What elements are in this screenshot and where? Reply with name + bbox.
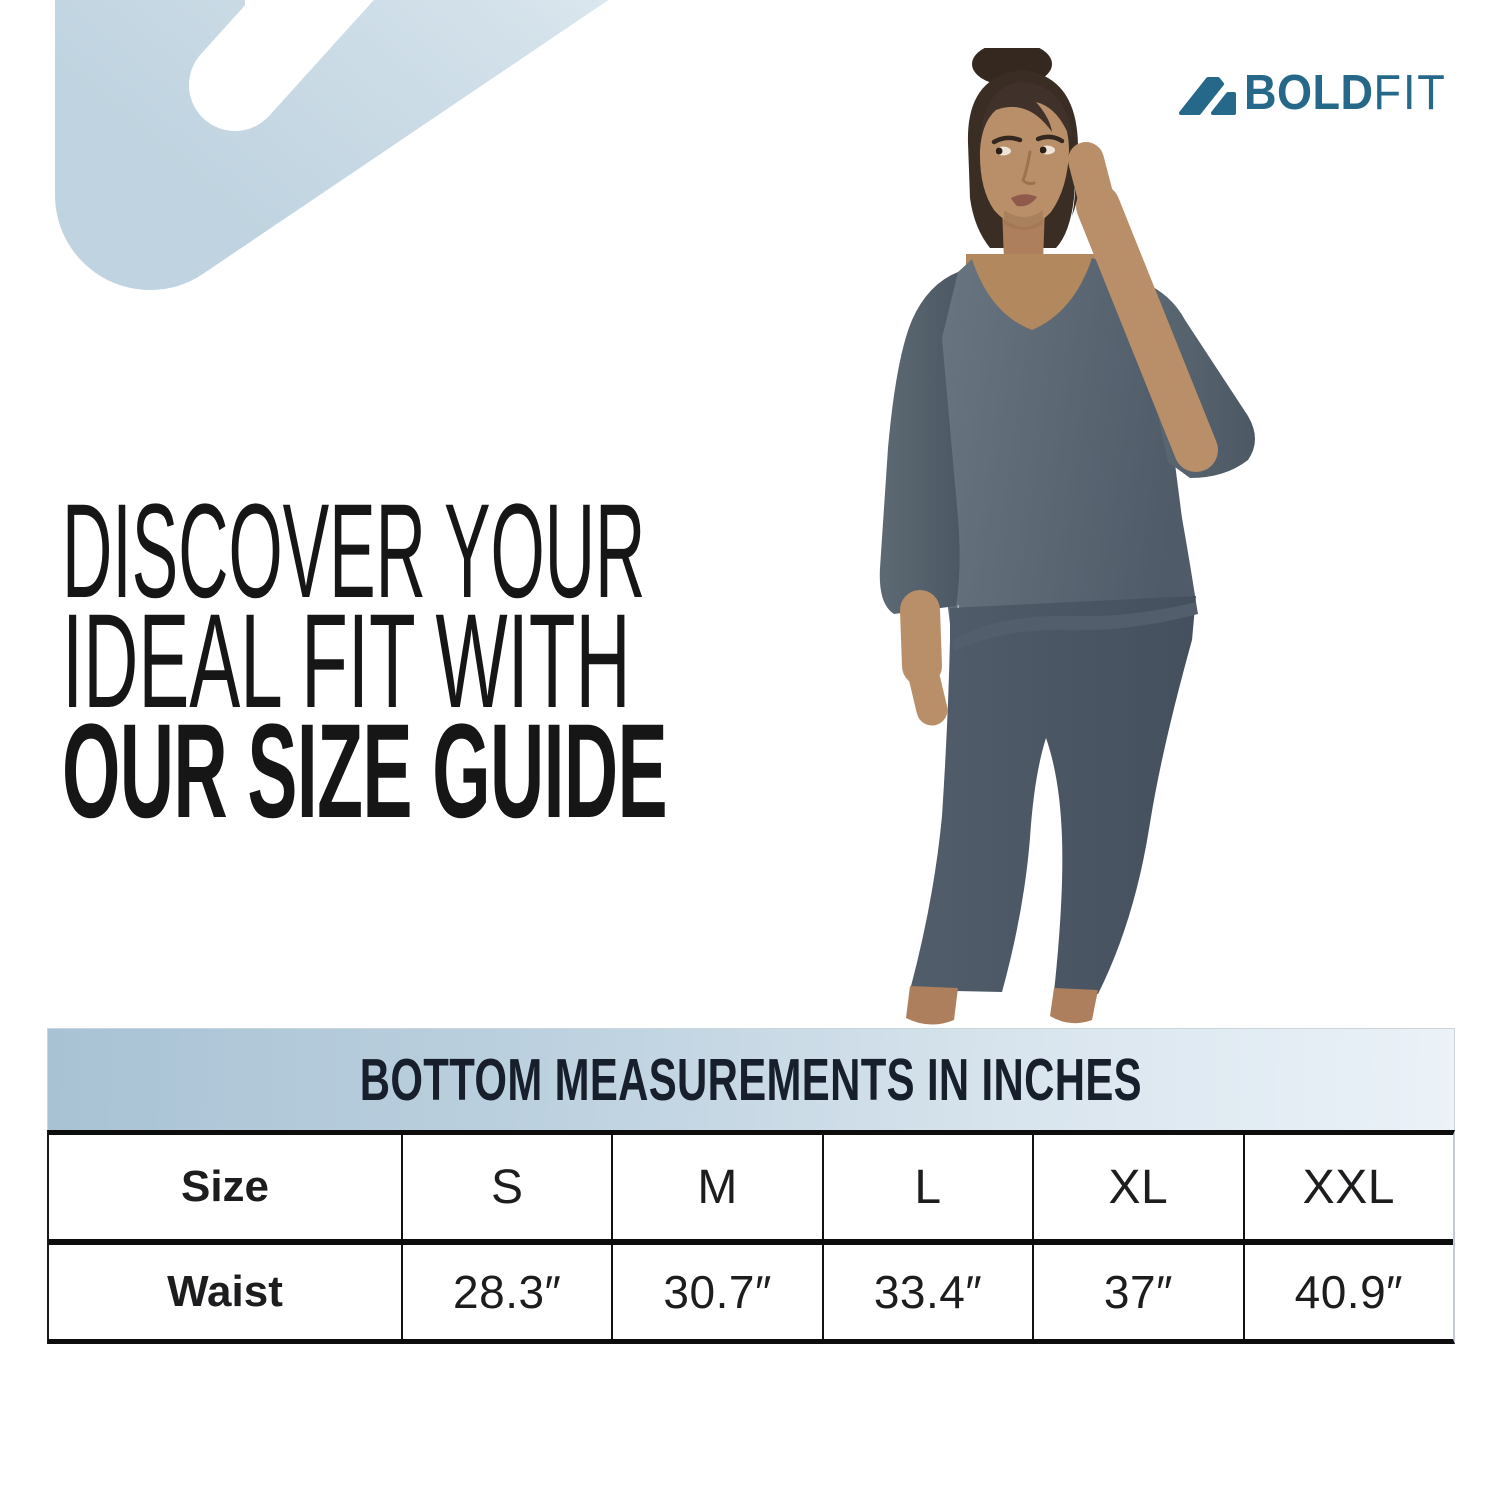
size-cell-xl: XL [1032,1135,1242,1239]
brand-logo: BOLDFIT [1178,68,1464,118]
size-guide-table: BOTTOM MEASUREMENTS IN INCHES Size S M L… [47,1028,1455,1344]
table-title-bar: BOTTOM MEASUREMENTS IN INCHES [47,1028,1455,1130]
headline-line-2: IDEAL FIT WITH [62,587,631,736]
size-cell-l: L [821,1135,1032,1239]
waist-cell-s: 28.3″ [401,1245,611,1339]
table-row-waist: Waist 28.3″ 30.7″ 33.4″ 37″ 40.9″ [49,1245,1453,1339]
row-label-size: Size [180,1162,270,1211]
row-label-waist: Waist [167,1267,283,1316]
boldfit-logo-icon [1178,77,1236,115]
waist-cell-xl: 37″ [1032,1245,1242,1339]
headline: DISCOVER YOUR IDEAL FIT WITH OUR SIZE GU… [62,477,1184,846]
headline-line-1: DISCOVER YOUR [62,477,646,626]
table-row-size: Size S M L XL XXL [49,1135,1453,1245]
wordmark-light: FIT [1373,66,1447,120]
size-cell-m: M [611,1135,821,1239]
waist-cell-l: 33.4″ [821,1245,1032,1339]
decorative-swoosh-graphic [55,0,609,290]
size-cell-s: S [401,1135,611,1239]
table-grid: Size S M L XL XXL Waist 28.3″ 30.7″ 33.4… [47,1130,1455,1344]
table-title: BOTTOM MEASUREMENTS IN INCHES [359,1046,1143,1113]
size-cell-xxl: XXL [1242,1135,1453,1239]
wordmark-bold: BOLD [1243,66,1374,120]
waist-cell-m: 30.7″ [611,1245,821,1339]
headline-line-3: OUR SIZE GUIDE [62,697,668,846]
waist-cell-xxl: 40.9″ [1242,1245,1453,1339]
